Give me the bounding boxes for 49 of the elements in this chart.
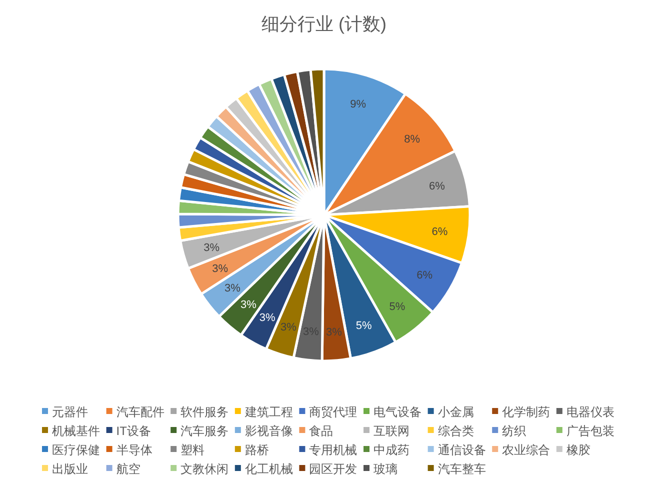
legend-label: 橡胶 bbox=[566, 443, 590, 457]
data-label: 3% bbox=[259, 312, 276, 324]
legend-label: 通信设备 bbox=[438, 443, 486, 457]
data-label: 6% bbox=[432, 226, 448, 238]
legend-label: 电器仪表 bbox=[566, 405, 614, 419]
legend-label: 影视音像 bbox=[244, 424, 293, 438]
data-label: 5% bbox=[389, 301, 406, 314]
legend-label: 食品 bbox=[309, 424, 334, 438]
legend-label: 综合类 bbox=[438, 424, 474, 438]
data-label: 9% bbox=[350, 98, 366, 110]
legend-label: 路桥 bbox=[244, 443, 269, 457]
legend-label: 文教休闲 bbox=[180, 462, 229, 476]
legend-label: 商贸代理 bbox=[309, 405, 358, 419]
legend-label: 电气设备 bbox=[374, 405, 422, 419]
legend-label: 广告包装 bbox=[566, 424, 614, 438]
legend-label: 专用机械 bbox=[309, 443, 358, 457]
legend-label: 汽车服务 bbox=[180, 424, 229, 438]
data-label: 8% bbox=[404, 133, 420, 146]
legend-label: 建筑工程 bbox=[244, 405, 293, 419]
legend-label: 化工机械 bbox=[244, 462, 293, 476]
legend-label: 小金属 bbox=[438, 405, 474, 419]
data-label: 3% bbox=[224, 282, 241, 295]
legend-label: IT设备 bbox=[116, 424, 151, 438]
legend-label: 塑料 bbox=[180, 443, 205, 457]
legend-label: 机械基件 bbox=[52, 424, 100, 438]
legend-label: 出版业 bbox=[52, 462, 88, 476]
legend-label: 航空 bbox=[116, 462, 140, 476]
data-label: 3% bbox=[326, 326, 342, 338]
legend-label: 半导体 bbox=[116, 443, 152, 457]
legend-label: 汽车配件 bbox=[116, 405, 164, 419]
legend-label: 汽车整车 bbox=[438, 462, 486, 476]
legend-label: 玻璃 bbox=[374, 462, 398, 476]
data-label: 6% bbox=[429, 180, 446, 192]
data-label: 6% bbox=[416, 269, 433, 282]
data-label: 3% bbox=[204, 242, 220, 254]
data-label: 5% bbox=[356, 320, 372, 332]
data-label: 3% bbox=[240, 299, 257, 312]
legend-label: 中成药 bbox=[374, 443, 410, 457]
legend-label: 元器件 bbox=[52, 405, 88, 419]
legend-label: 医疗保健 bbox=[52, 443, 100, 457]
legend-label: 农业综合 bbox=[502, 443, 550, 457]
legend-label: 纺织 bbox=[502, 424, 526, 438]
legend-label: 园区开发 bbox=[309, 462, 358, 476]
legend-label: 互联网 bbox=[374, 424, 410, 438]
legend-label: 软件服务 bbox=[180, 405, 229, 419]
chart-title: 细分行业 (计数) bbox=[262, 14, 386, 34]
legend-label: 化学制药 bbox=[502, 405, 550, 419]
data-label: 3% bbox=[280, 321, 297, 334]
data-label: 3% bbox=[212, 263, 228, 276]
